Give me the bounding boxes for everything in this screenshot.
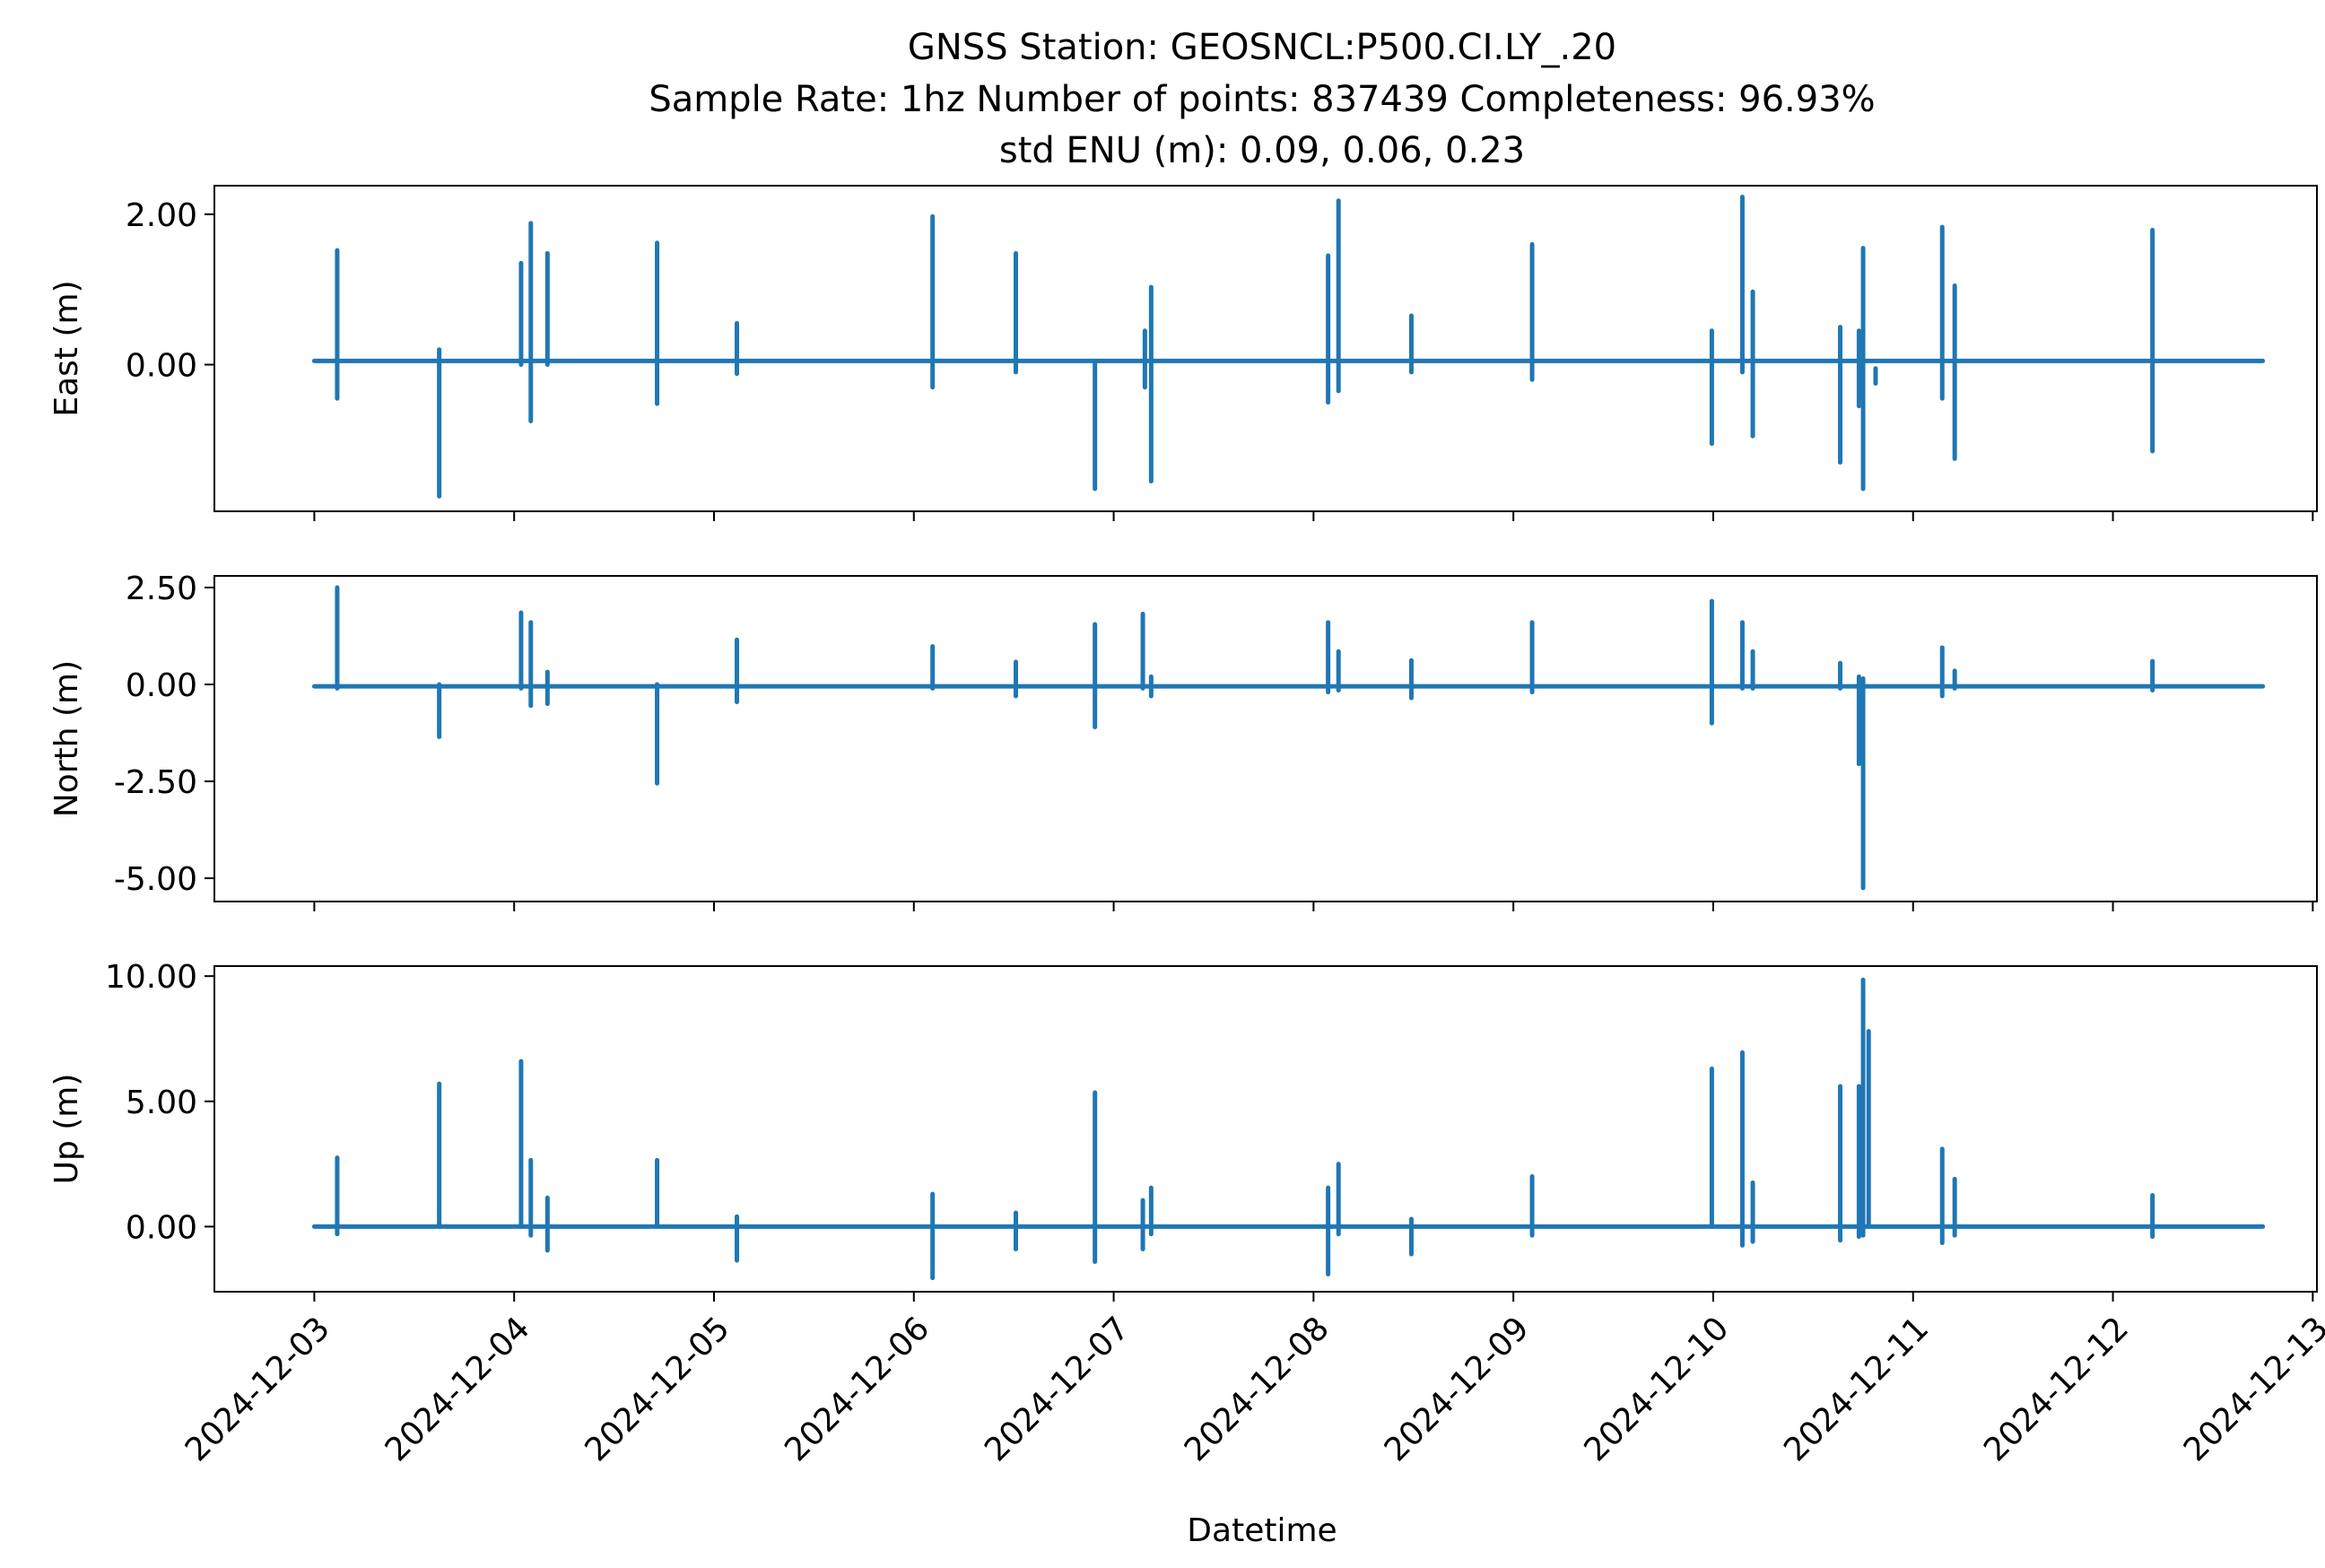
north-ytick-label: 0.00 — [126, 667, 197, 704]
up-series — [311, 977, 2266, 1281]
north-ytick-label: -2.50 — [114, 764, 197, 801]
north-ytick-label: 2.50 — [126, 571, 197, 607]
east-axes-frame — [213, 185, 2318, 512]
up-ylabel: Up (m) — [48, 1074, 85, 1185]
up-axes-frame — [213, 965, 2318, 1293]
east-series — [311, 195, 2266, 499]
east-ylabel: East (m) — [48, 280, 85, 416]
east-ytick-label: 2.00 — [126, 197, 197, 234]
x-axis-label: Datetime — [1187, 1512, 1337, 1549]
figure-title-line-1: GNSS Station: GEOSNCL:P500.CI.LY_.20 — [908, 27, 1616, 68]
east-panel: 0.00 2.00 East (m) — [48, 185, 2318, 521]
up-ytick-label: 0.00 — [126, 1209, 197, 1246]
up-ytick-label: 10.00 — [105, 959, 197, 996]
east-ytick-label: 0.00 — [126, 348, 197, 385]
north-series — [311, 585, 2266, 891]
figure-title-line-3: std ENU (m): 0.09, 0.06, 0.23 — [999, 130, 1525, 171]
up-ytick-label: 5.00 — [126, 1085, 197, 1121]
north-axes-frame — [213, 575, 2318, 902]
north-ylabel: North (m) — [48, 660, 85, 817]
north-ytick-label: -5.00 — [114, 861, 197, 898]
figure-title-line-2: Sample Rate: 1hz Number of points: 83743… — [649, 79, 1875, 120]
north-panel: -5.00 -2.50 0.00 2.50 North (m) — [48, 571, 2318, 911]
